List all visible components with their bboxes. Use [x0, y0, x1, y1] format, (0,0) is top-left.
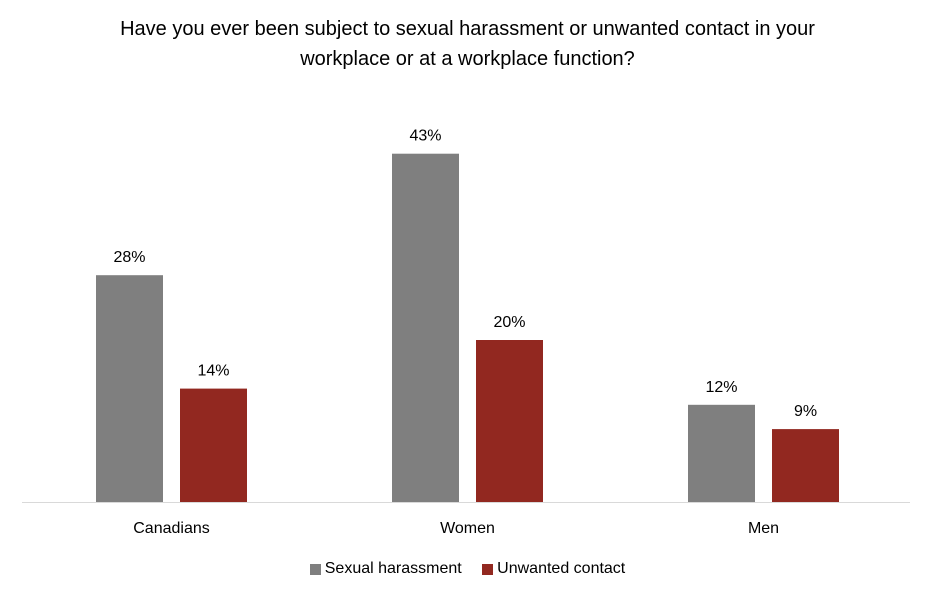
legend-item-sexual-harassment: Sexual harassment — [309, 558, 462, 580]
data-label-unwanted-contact-canadians: 14% — [197, 363, 229, 380]
legend-swatch-sexual-harassment — [309, 563, 321, 575]
bar-unwanted-contact-canadians — [180, 388, 247, 502]
chart-title-line-2: workplace or at a workplace function? — [300, 48, 635, 70]
legend-swatch-unwanted-contact — [482, 563, 494, 575]
chart-title: Have you ever been subject to sexual har… — [0, 14, 935, 74]
bar-sexual-harassment-canadians — [96, 275, 163, 502]
data-label-unwanted-contact-men: 9% — [794, 403, 817, 420]
legend-item-unwanted-contact: Unwanted contact — [482, 558, 625, 580]
bar-sexual-harassment-men — [688, 404, 755, 502]
data-label-unwanted-contact-women: 20% — [493, 314, 525, 331]
x-tick-label-women: Women — [440, 520, 495, 537]
x-tick-label-men: Men — [748, 520, 779, 537]
data-label-sexual-harassment-men: 12% — [705, 379, 737, 396]
chart-title-line-1: Have you ever been subject to sexual har… — [120, 18, 815, 40]
bar-unwanted-contact-women — [476, 340, 543, 502]
data-label-sexual-harassment-canadians: 28% — [113, 249, 145, 266]
bar-sexual-harassment-women — [392, 153, 459, 502]
bar-unwanted-contact-men — [772, 429, 839, 502]
legend-label-unwanted-contact: Unwanted contact — [497, 560, 626, 577]
data-label-sexual-harassment-women: 43% — [409, 128, 441, 145]
chart-legend: Sexual harassment Unwanted contact — [0, 558, 935, 582]
legend-label-sexual-harassment: Sexual harassment — [324, 560, 462, 577]
x-tick-label-canadians: Canadians — [133, 520, 210, 537]
